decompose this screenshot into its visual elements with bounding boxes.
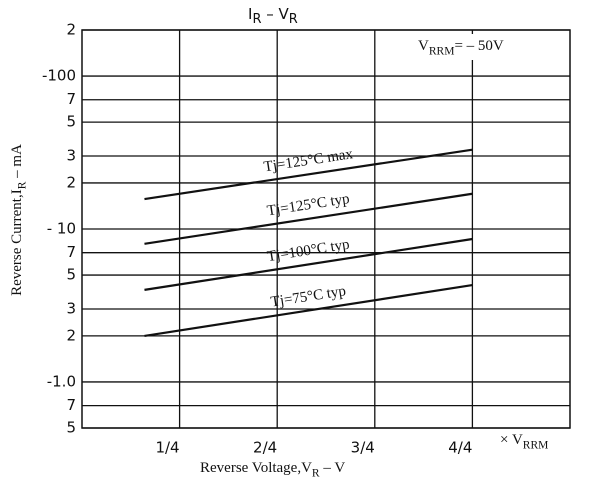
chart-title: IR – VR <box>248 5 298 27</box>
subscript: R <box>16 181 28 189</box>
y-tick-label: 7 <box>66 243 76 261</box>
y-tick-label: 2 <box>66 173 76 191</box>
x-axis-label: Reverse Voltage,VR – V <box>200 460 345 479</box>
subscript: R <box>312 467 320 479</box>
y-tick-label: 2 <box>66 21 76 39</box>
y-axis-label: Reverse Current,IR – mA <box>9 144 28 296</box>
y-tick-label: 5 <box>66 113 76 131</box>
x-tick-label: 4/4 <box>448 439 472 457</box>
text-part: – V <box>261 5 289 23</box>
y-tick-label: 3 <box>66 299 76 317</box>
series-line <box>144 283 473 337</box>
series-line <box>144 192 473 245</box>
text-part: V <box>418 38 429 54</box>
text-part: – mA <box>9 144 25 182</box>
text-part: = – 50V <box>454 38 503 54</box>
subscript: RRM <box>523 439 549 451</box>
series-line <box>144 148 473 201</box>
subscript: R <box>289 12 298 27</box>
subscript: RRM <box>429 45 455 57</box>
annotation: VRRM= – 50V <box>418 38 504 57</box>
text-part: Reverse Voltage,V <box>200 460 312 476</box>
x-unit-label: × VRRM <box>500 432 548 451</box>
annotation-bg <box>414 34 566 60</box>
text-part: – V <box>320 460 346 476</box>
x-tick-label: 3/4 <box>351 439 375 457</box>
y-tick-label: 5 <box>66 266 76 284</box>
y-tick-label: 5 <box>66 419 76 437</box>
series-label: Tj=125°C max <box>263 146 355 175</box>
y-tick-label: 7 <box>66 396 76 414</box>
y-tick-label: - 10 <box>47 220 76 238</box>
subscript: R <box>252 12 261 27</box>
text-part: × V <box>500 432 523 448</box>
y-tick-label: -100 <box>42 67 76 85</box>
x-tick-label: 1/4 <box>155 439 179 457</box>
y-tick-label: 2 <box>66 326 76 344</box>
y-tick-label: -1.0 <box>47 372 76 390</box>
y-tick-label: 7 <box>66 90 76 108</box>
y-tick-label: 3 <box>66 147 76 165</box>
text-part: Reverse Current,I <box>9 189 25 296</box>
x-tick-label: 2/4 <box>253 439 277 457</box>
series-line <box>144 237 473 291</box>
text-part: I <box>248 5 252 23</box>
